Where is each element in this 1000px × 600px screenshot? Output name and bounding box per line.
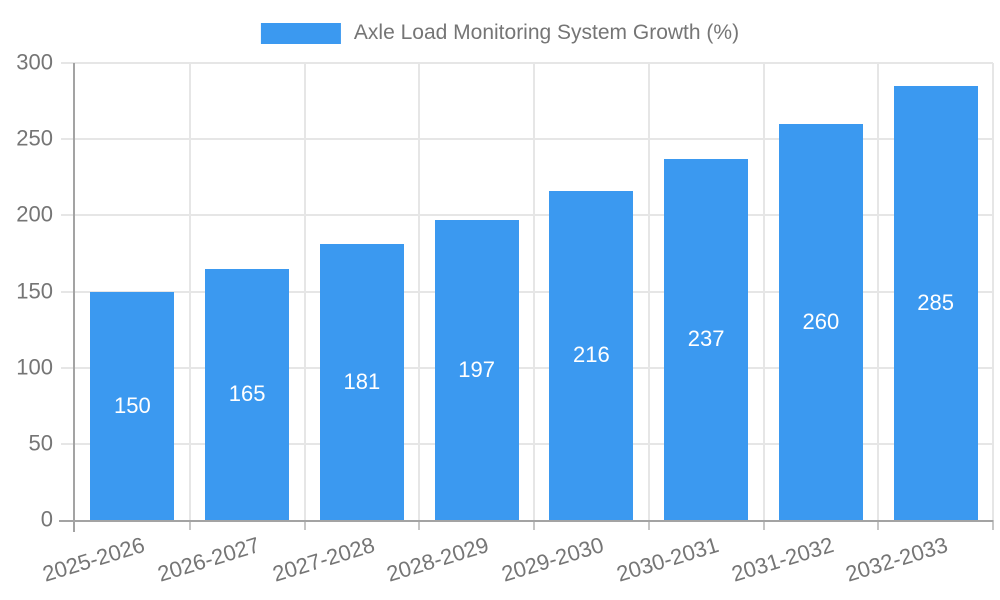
legend-label: Axle Load Monitoring System Growth (%): [353, 21, 740, 44]
x-axis-line: [59, 520, 993, 522]
y-gridline: [61, 366, 993, 369]
x-axis-tick: [877, 520, 880, 530]
x-axis-category-label: 2026-2027: [154, 532, 263, 587]
y-axis-tick-label: 250: [16, 125, 53, 151]
x-gridline: [303, 63, 306, 520]
bar-2031-2032[interactable]: 260: [778, 123, 863, 520]
bar-2027-2028[interactable]: 181: [319, 244, 404, 520]
bar-value-label: 237: [687, 326, 725, 352]
y-axis-tick-label: 50: [28, 430, 53, 456]
bar-value-label: 165: [228, 381, 266, 407]
x-axis-tick: [647, 520, 650, 530]
y-axis-tick-label: 200: [16, 201, 53, 227]
x-axis-category-label: 2025-2026: [39, 532, 148, 587]
x-axis-tick: [533, 520, 535, 530]
x-gridline: [877, 63, 880, 520]
y-gridline: [61, 138, 993, 141]
x-axis-tick: [418, 520, 421, 530]
y-axis-tick-label: 100: [16, 354, 53, 380]
y-gridline: [61, 214, 993, 217]
bar-value-label: 197: [458, 356, 495, 382]
x-gridline: [188, 63, 191, 520]
legend[interactable]: Axle Load Monitoring System Growth (%): [260, 21, 740, 45]
bar-value-label: 285: [917, 289, 954, 315]
x-gridline: [533, 63, 535, 520]
x-axis-tick: [188, 520, 191, 530]
x-gridline: [762, 63, 765, 520]
y-axis-tick-label: 0: [40, 506, 53, 532]
bar-2025-2026[interactable]: 150: [90, 291, 175, 520]
y-gridline: [61, 442, 993, 445]
x-axis-tick: [992, 520, 994, 530]
x-gridline: [418, 63, 421, 520]
x-gridline: [992, 63, 994, 520]
bar-value-label: 150: [114, 392, 151, 418]
legend-swatch-icon: [260, 22, 341, 44]
y-axis-line: [73, 63, 75, 532]
x-axis-category-label: 2032-2033: [843, 532, 951, 587]
x-axis-tick: [303, 520, 306, 530]
bar-value-label: 260: [802, 308, 840, 334]
bar-2029-2030[interactable]: 216: [549, 190, 634, 520]
bar-2032-2033[interactable]: 285: [893, 85, 978, 520]
x-axis-category-label: 2031-2032: [728, 532, 837, 587]
y-gridline: [61, 290, 993, 293]
x-axis-category-label: 2030-2031: [613, 532, 722, 587]
y-axis-tick-label: 150: [16, 277, 53, 303]
y-axis-tick-label: 300: [16, 49, 53, 75]
y-gridline: [61, 62, 993, 64]
x-axis-category-label: 2029-2030: [498, 532, 607, 587]
x-axis-tick: [762, 520, 765, 530]
x-gridline: [647, 63, 650, 520]
bar-value-label: 216: [573, 342, 610, 368]
x-axis-category-label: 2028-2029: [384, 532, 492, 587]
x-axis-category-label: 2027-2028: [269, 532, 378, 587]
bar-2026-2027[interactable]: 165: [205, 268, 290, 520]
bar-2028-2029[interactable]: 197: [434, 219, 519, 520]
bar-2030-2031[interactable]: 237: [664, 158, 749, 520]
plot-area: 0 50 100 150 200 250 300 150 2025-2026 165 2026-20…: [16, 49, 994, 587]
bar-value-label: 181: [343, 369, 381, 395]
